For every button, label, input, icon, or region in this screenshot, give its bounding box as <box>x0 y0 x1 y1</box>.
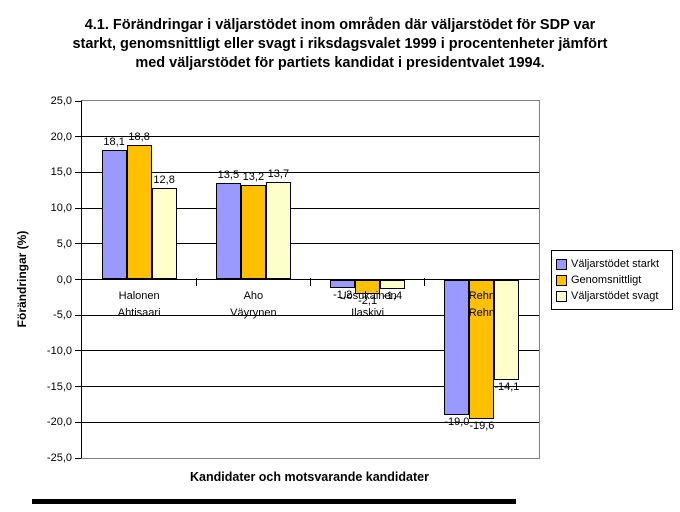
y-axis-tick <box>75 421 81 423</box>
legend-label-strong: Väljarstödet starkt <box>571 258 660 270</box>
y-tick-label: 5,0 <box>56 237 72 250</box>
y-tick-label: 15,0 <box>50 166 72 179</box>
value-label: 12,8 <box>153 174 175 187</box>
legend-label-average: Genomsnittligt <box>571 274 642 286</box>
category-label-line1: Uosukainen <box>338 289 397 302</box>
legend-item-strong: Väljarstödet starkt <box>556 256 668 272</box>
gridline <box>82 243 539 245</box>
y-tick-label: -20,0 <box>46 416 72 429</box>
y-axis-tick <box>75 207 81 209</box>
category-label-line1: Rehn <box>468 289 496 302</box>
legend: Väljarstödet starkt Genomsnittligt Välja… <box>551 250 673 310</box>
bar <box>215 183 241 280</box>
legend-swatch-weak <box>556 290 567 302</box>
value-label: -14,1 <box>494 381 520 394</box>
y-tick-label: -5,0 <box>53 309 72 322</box>
value-label: 13,7 <box>267 167 290 180</box>
value-label: -1,4 <box>383 290 403 303</box>
category-label-line2: Väyrynen <box>230 306 277 319</box>
value-label: -19,0 <box>444 416 470 429</box>
bar <box>355 279 381 295</box>
chart-title: 4.1. Förändringar i väljarstödet inom om… <box>72 17 608 71</box>
y-tick-label: -15,0 <box>46 380 72 393</box>
y-axis-tick <box>75 243 81 245</box>
bar <box>126 145 152 280</box>
category-label-line2: Ilaskivi <box>351 306 385 319</box>
legend-swatch-strong <box>556 258 567 270</box>
y-axis-tick <box>75 457 81 459</box>
gridline <box>82 171 539 173</box>
x-axis-title: Kandidater och motsvarande kandidater <box>190 470 429 484</box>
value-label: 13,5 <box>217 169 240 182</box>
y-axis-tick <box>75 279 81 280</box>
y-axis-tick <box>75 136 81 138</box>
value-label: 18,8 <box>128 131 150 144</box>
legend-item-average: Genomsnittligt <box>556 272 668 288</box>
category-label-line2: Rehn <box>468 306 496 319</box>
legend-item-weak: Väljarstödet svagt <box>556 288 668 304</box>
category-label-line1: Halonen <box>118 289 160 302</box>
bar <box>330 279 356 289</box>
category-label-line2: Ahtisaari <box>117 306 161 319</box>
value-label: -1,2 <box>333 289 353 302</box>
value-label: 13,2 <box>242 171 265 184</box>
value-label: -19,6 <box>469 420 495 433</box>
y-tick-label: -25,0 <box>46 452 72 464</box>
y-tick-label: 0,0 <box>56 273 72 286</box>
value-label: 18,1 <box>103 136 125 149</box>
category-tick <box>424 277 426 286</box>
y-tick-label: 10,0 <box>50 202 72 215</box>
bar <box>151 188 177 280</box>
bar <box>494 279 520 381</box>
gridline <box>82 386 539 388</box>
category-label-line1: Aho <box>243 289 264 302</box>
value-label: -2,1 <box>358 295 378 308</box>
bar <box>101 150 127 280</box>
y-tick-label: 20,0 <box>50 130 72 143</box>
y-tick-label: -10,0 <box>46 344 72 357</box>
gridline <box>82 421 539 423</box>
y-axis-tick <box>75 386 81 388</box>
y-tick-label: 25,0 <box>50 95 72 107</box>
bar <box>469 279 495 420</box>
legend-label-weak: Väljarstödet svagt <box>571 290 659 302</box>
plot-area: 25,0 20,0 15,0 10,0 5,0 0,0 -5,0 -10,0 -15,0 -20,… <box>47 95 540 464</box>
gridline <box>82 207 539 209</box>
bar <box>240 185 266 280</box>
gridline <box>82 136 539 138</box>
y-axis-tick <box>75 350 81 352</box>
legend-swatch-average <box>556 274 567 286</box>
y-axis-tick <box>75 314 81 316</box>
bar <box>380 279 406 290</box>
gridline <box>82 350 539 352</box>
bar <box>265 181 291 280</box>
y-axis-tick <box>75 100 81 102</box>
bar <box>444 279 470 416</box>
bottom-border-line <box>32 499 516 504</box>
gridline <box>82 314 539 316</box>
y-axis-tick <box>75 171 81 173</box>
category-tick <box>310 277 311 286</box>
category-tick <box>195 277 197 286</box>
